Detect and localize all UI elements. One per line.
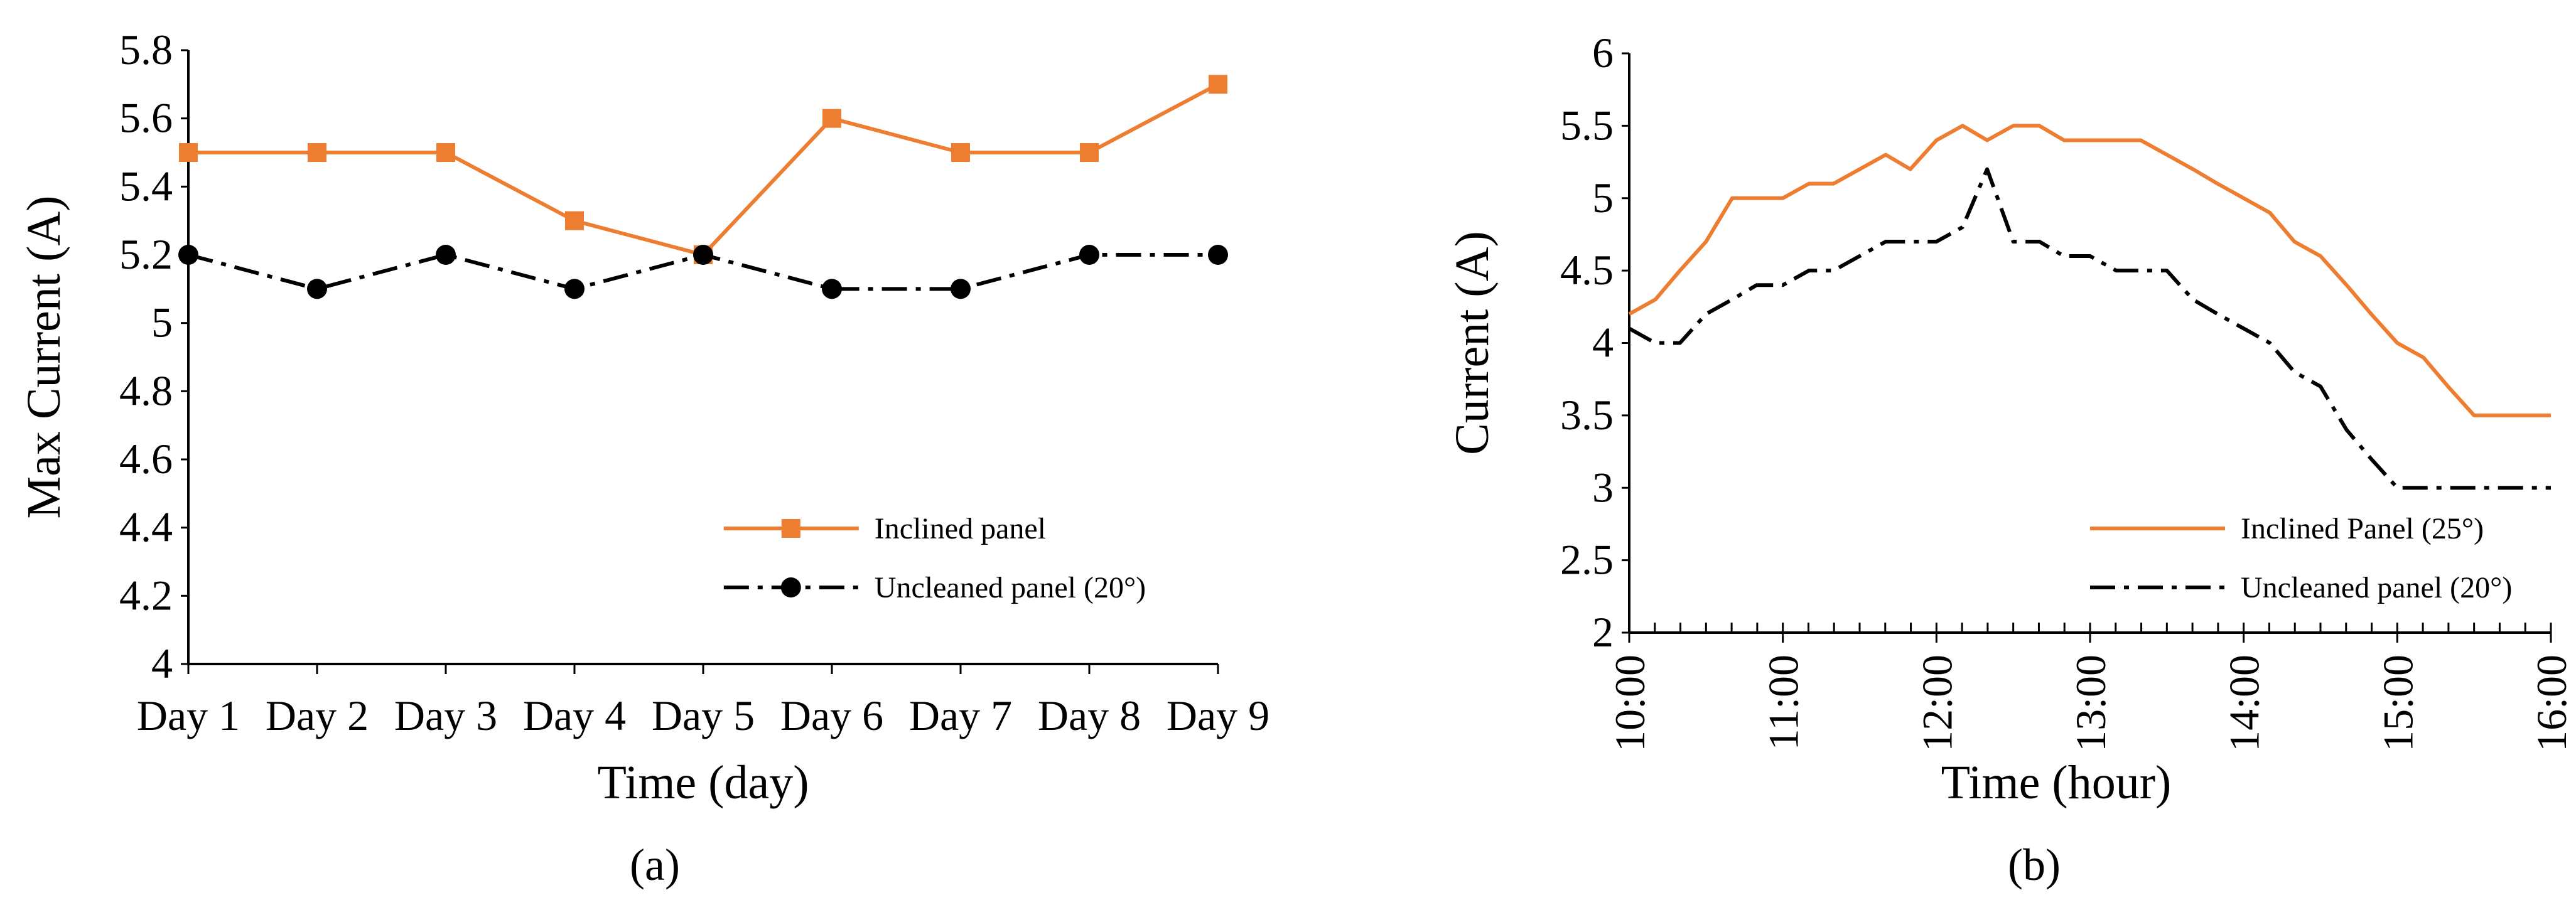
data-point-uncleaned xyxy=(436,245,456,265)
series-line-uncleaned xyxy=(1628,167,2551,490)
y-tick-label: 4.5 xyxy=(1560,246,1614,294)
x-tick-label: 14:00 xyxy=(2221,655,2268,752)
legend-label: Inclined Panel (25°) xyxy=(2241,512,2484,545)
x-tick-label: Day 5 xyxy=(652,692,755,739)
y-tick-label: 2 xyxy=(1592,608,1614,656)
data-point-uncleaned xyxy=(178,245,198,265)
y-tick-label: 5.8 xyxy=(119,26,173,73)
x-axis-title: Time (hour) xyxy=(1941,756,2172,809)
x-tick-label: Day 2 xyxy=(266,692,369,739)
x-tick-label: 16:00 xyxy=(2528,655,2575,752)
y-axis-title: Max Current (A) xyxy=(18,196,70,519)
data-point-inclined xyxy=(822,109,841,128)
y-tick-label: 3 xyxy=(1592,463,1614,511)
y-tick-label: 4.6 xyxy=(119,435,173,483)
y-tick-label: 4.8 xyxy=(119,367,173,414)
y-tick-label: 5 xyxy=(151,299,173,346)
legend-marker xyxy=(780,577,801,597)
y-tick-label: 5.5 xyxy=(1560,101,1614,149)
x-axis-title: Time (day) xyxy=(597,756,809,809)
data-point-inclined xyxy=(1080,143,1099,162)
chart-a: 4 4.2 4.4 4.6 4.8 5 5.2 5.4 5.6 5.8 Day 1 Day 2 Day … xyxy=(18,26,1269,890)
x-tick-label: Day 8 xyxy=(1038,692,1141,739)
chart-b: 2 2.5 3 3.5 4 4.5 5 5.5 6 10:00 11:00 12:00 13:00 14:… xyxy=(1446,29,2575,890)
y-tick-label: 4 xyxy=(151,640,173,687)
legend-label: Inclined panel xyxy=(875,512,1046,545)
x-tick-label: 15:00 xyxy=(2374,655,2422,752)
data-point-uncleaned xyxy=(951,279,971,299)
x-tick-label: 10:00 xyxy=(1606,655,1654,752)
y-tick-label: 3.5 xyxy=(1560,391,1614,439)
data-point-inclined xyxy=(951,143,970,162)
y-tick-label: 4.2 xyxy=(119,571,173,619)
y-tick-label: 4 xyxy=(1592,319,1614,367)
y-tick-label: 6 xyxy=(1592,29,1614,77)
data-point-inclined xyxy=(436,143,455,162)
series-line-inclined xyxy=(188,82,1219,257)
y-tick-label: 2.5 xyxy=(1560,536,1614,584)
data-point-uncleaned xyxy=(1079,245,1099,265)
x-tick-label: Day 1 xyxy=(137,692,240,739)
y-tick-label: 5.4 xyxy=(119,162,173,210)
x-tick-label: 12:00 xyxy=(1913,655,1961,752)
x-tick-label: Day 4 xyxy=(523,692,626,739)
panel-label: (b) xyxy=(2008,840,2061,890)
data-point-uncleaned xyxy=(693,245,713,265)
x-tick-label: 13:00 xyxy=(2067,655,2115,752)
y-tick-label: 5.2 xyxy=(119,230,173,278)
legend-label: Uncleaned panel (20°) xyxy=(2241,571,2512,604)
legend-marker xyxy=(781,519,800,538)
panel-label: (a) xyxy=(630,840,680,890)
x-tick-label: Day 7 xyxy=(909,692,1012,739)
x-tick-label: Day 3 xyxy=(394,692,497,739)
y-tick-label: 5 xyxy=(1592,174,1614,222)
y-tick-label: 4.4 xyxy=(119,503,173,551)
x-tick-label: Day 6 xyxy=(780,692,883,739)
data-point-inclined xyxy=(1209,75,1227,94)
data-point-inclined xyxy=(179,143,198,162)
data-point-uncleaned xyxy=(1208,245,1228,265)
data-point-uncleaned xyxy=(307,279,327,299)
data-point-uncleaned xyxy=(564,279,585,299)
y-tick-label: 5.6 xyxy=(119,94,173,142)
data-point-uncleaned xyxy=(822,279,842,299)
x-tick-label: Day 9 xyxy=(1167,692,1269,739)
data-point-inclined xyxy=(308,143,326,162)
x-tick-label: 11:00 xyxy=(1760,655,1808,750)
data-point-inclined xyxy=(565,211,584,230)
legend-label: Uncleaned panel (20°) xyxy=(875,571,1146,604)
series-line-inclined xyxy=(1628,124,2551,417)
y-axis-title: Current (A) xyxy=(1446,231,1499,455)
